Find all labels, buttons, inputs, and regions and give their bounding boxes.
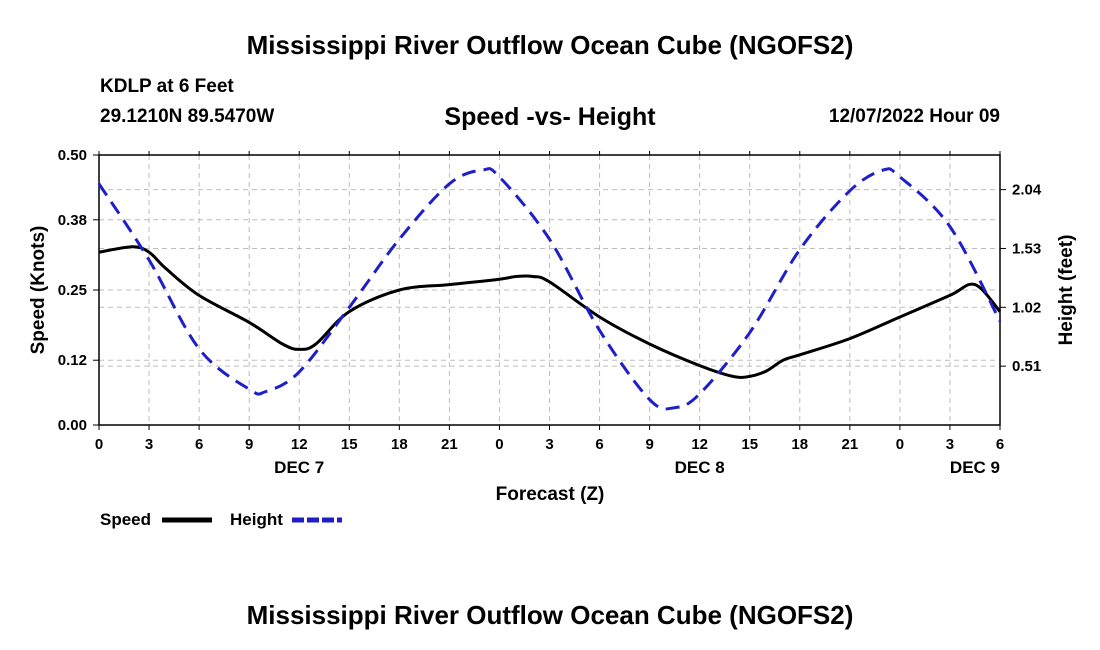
legend-height-label: Height: [230, 510, 283, 529]
y-tick-label: 0.00: [58, 417, 87, 434]
x-tick-label: 15: [741, 436, 758, 453]
y2-tick-label: 1.53: [1012, 240, 1041, 257]
x-tick-label: 12: [291, 436, 308, 453]
x-tick-label: 21: [441, 436, 458, 453]
y-axis-label: Speed (Knots): [28, 226, 49, 355]
station-coordinates: 29.1210N 89.5470W: [100, 106, 275, 127]
x-tick-label: 21: [841, 436, 858, 453]
day-label: DEC 7: [274, 458, 324, 477]
y-tick-label: 0.25: [58, 282, 87, 299]
y-tick-label: 0.50: [58, 147, 87, 164]
x-tick-label: 0: [896, 436, 904, 453]
station-label: KDLP at 6 Feet: [100, 76, 234, 97]
y2-tick-label: 1.02: [1012, 299, 1041, 316]
x-tick-label: 9: [645, 436, 653, 453]
x-axis-label: Forecast (Z): [496, 484, 605, 505]
forecast-timestamp: 12/07/2022 Hour 09: [828, 106, 1000, 127]
x-tick-label: 0: [495, 436, 503, 453]
speed-series-line: [98, 245, 1002, 379]
x-tick-label: 6: [996, 436, 1004, 453]
day-label: DEC 9: [950, 458, 1000, 477]
day-labels: DEC 7 DEC 8 DEC 9: [274, 458, 1000, 477]
chart-title: Speed -vs- Height: [444, 103, 656, 131]
day-label: DEC 8: [675, 458, 725, 477]
chart-grid: [99, 155, 1000, 425]
legend: Speed Height: [100, 510, 342, 529]
speed-height-chart: Speed -vs- Height 0 3 6 9 12 15 18 21 0 3 6 9 12 15 18…: [28, 103, 1077, 529]
x-tick-label: 3: [946, 436, 954, 453]
y2-axis-ticks: 0.51 1.02 1.53 2.04: [1000, 182, 1042, 375]
legend-speed-label: Speed: [100, 510, 151, 529]
height-series-line: [97, 167, 1002, 411]
x-tick-label: 12: [691, 436, 708, 453]
y2-axis-label: Height (feet): [1056, 235, 1077, 346]
x-tick-label: 3: [545, 436, 553, 453]
y-tick-label: 0.38: [58, 212, 87, 229]
page-title: Mississippi River Outflow Ocean Cube (NG…: [246, 30, 854, 60]
x-tick-label: 6: [195, 436, 203, 453]
x-tick-label: 18: [391, 436, 408, 453]
y-tick-label: 0.12: [58, 352, 87, 369]
x-tick-label: 9: [245, 436, 253, 453]
y-axis-ticks: 0.00 0.12 0.25 0.38 0.50: [58, 147, 99, 434]
x-tick-label: 6: [595, 436, 603, 453]
x-tick-label: 18: [791, 436, 808, 453]
footer-title: Mississippi River Outflow Ocean Cube (NG…: [246, 600, 854, 630]
y2-tick-label: 2.04: [1012, 182, 1042, 199]
x-tick-label: 3: [145, 436, 153, 453]
x-tick-label: 15: [341, 436, 358, 453]
x-axis-ticks: 0 3 6 9 12 15 18 21 0 3 6 9 12 15 18 21 0 3 6: [95, 151, 1004, 453]
x-tick-label: 0: [95, 436, 103, 453]
y2-tick-label: 0.51: [1012, 358, 1041, 375]
series-lines: [97, 167, 1002, 411]
